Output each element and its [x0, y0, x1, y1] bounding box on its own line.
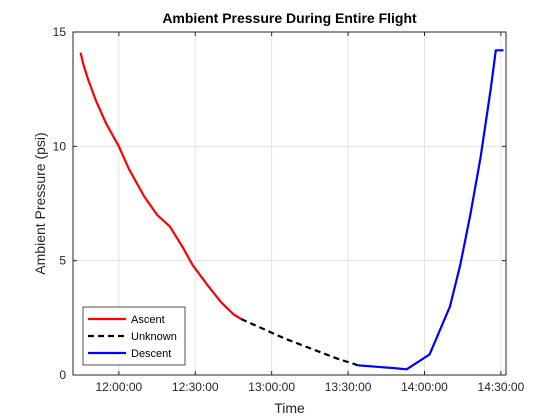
- x-tick-label: 13:30:00: [325, 380, 372, 394]
- x-tick-label: 14:00:00: [401, 380, 448, 394]
- series-lines: [79, 49, 504, 371]
- legend: Ascent Unknown Descent: [82, 306, 186, 366]
- y-tick-label: 0: [59, 368, 66, 382]
- y-tick-label: 10: [53, 139, 67, 153]
- y-tick-label: 15: [53, 25, 67, 39]
- legend-label-unknown: Unknown: [131, 331, 177, 343]
- x-tick-label: 13:00:00: [248, 380, 295, 394]
- series-line-descent: [358, 49, 504, 371]
- x-tick-label: 12:00:00: [95, 380, 142, 394]
- plot-frame: [72, 31, 507, 376]
- series-line-ascent: [79, 52, 242, 320]
- x-tick-label: 12:30:00: [172, 380, 219, 394]
- series-line-unknown: [240, 317, 359, 367]
- y-axis-label: Ambient Pressure (psi): [32, 132, 48, 274]
- chart-title: Ambient Pressure During Entire Flight: [162, 10, 417, 26]
- x-axis-label: Time: [274, 400, 305, 416]
- axis-ticks: 12:00:00 12:30:00 13:00:00 13:30:00 14:00:00…: [53, 25, 525, 394]
- x-tick-label: 14:30:00: [478, 380, 525, 394]
- legend-label-ascent: Ascent: [131, 314, 165, 326]
- y-tick-label: 5: [59, 254, 66, 268]
- legend-label-descent: Descent: [131, 348, 171, 360]
